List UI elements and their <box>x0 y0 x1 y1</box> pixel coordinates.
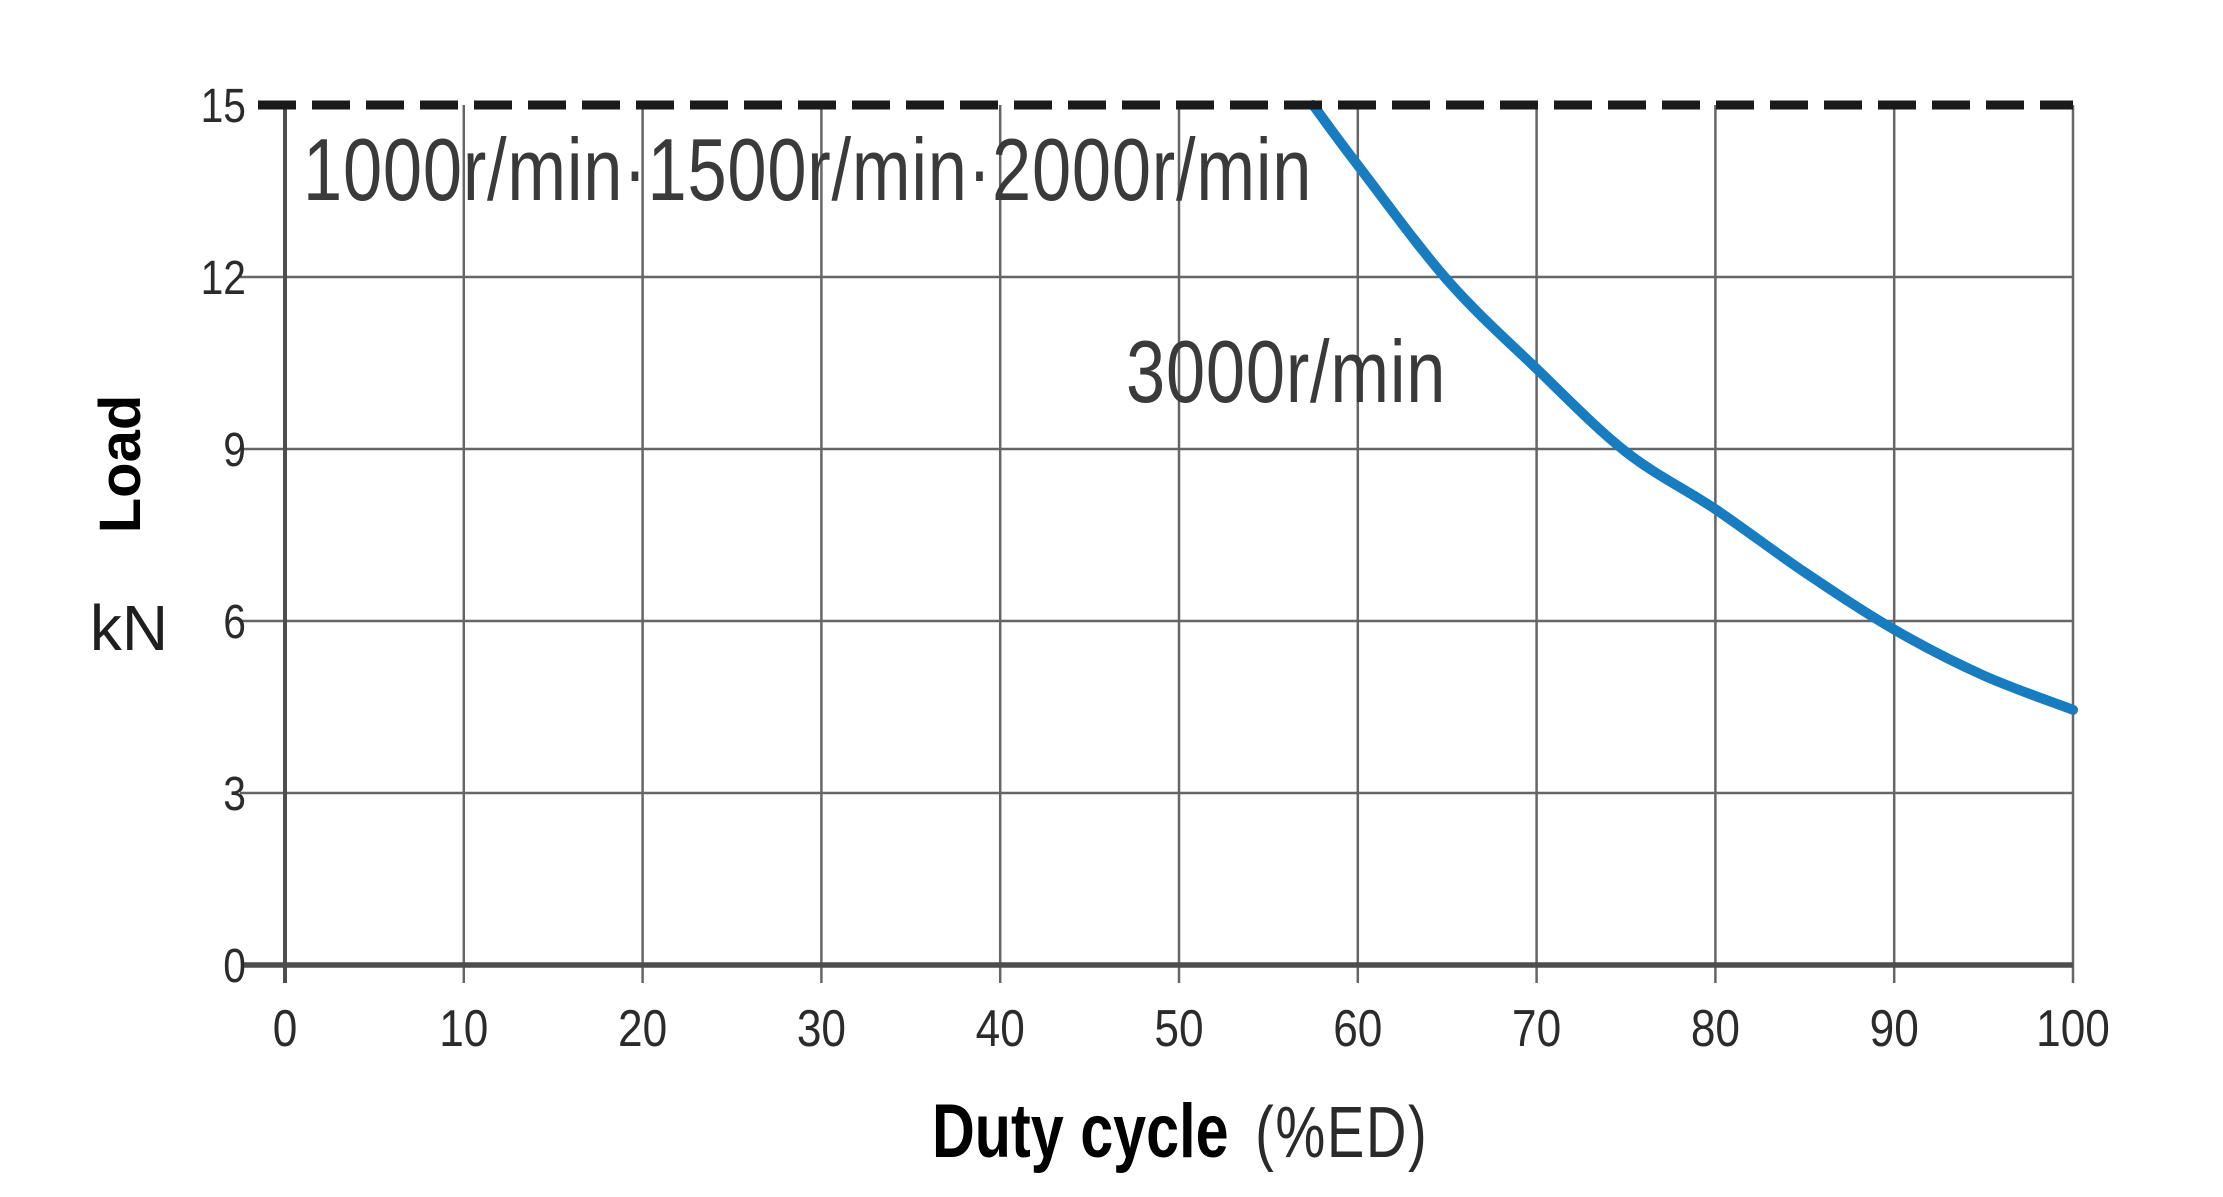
x-tick-label-100: 100 <box>2036 1000 2110 1058</box>
y-tick-label-9: 9 <box>223 424 246 477</box>
x-axis-unit-text: (%ED) <box>1255 1093 1429 1173</box>
x-tick-labels: 0 10 20 30 40 50 60 70 80 90 100 <box>273 1000 2110 1058</box>
curve-3000rmin <box>1308 100 2078 715</box>
y-tick-label-0: 0 <box>223 940 246 993</box>
x-axis-title: Duty cycle (%ED) <box>932 1094 1568 1170</box>
axes <box>243 105 2073 983</box>
annotation-3000rmin-text: 3000r/min <box>1126 322 1447 421</box>
x-tick-label-50: 50 <box>1154 1000 1203 1058</box>
y-tick-label-6: 6 <box>223 596 246 649</box>
x-tick-label-90: 90 <box>1870 1000 1919 1058</box>
x-tick-label-30: 30 <box>797 1000 846 1058</box>
x-tick-label-70: 70 <box>1512 1000 1561 1058</box>
x-tick-label-40: 40 <box>976 1000 1025 1058</box>
y-tick-label-3: 3 <box>223 768 246 821</box>
x-tick-label-20: 20 <box>618 1000 667 1058</box>
y-tick-label-15: 15 <box>201 80 246 133</box>
x-tick-label-80: 80 <box>1691 1000 1740 1058</box>
x-tick-label-10: 10 <box>439 1000 488 1058</box>
grid-horizontal-lines <box>240 275 2073 795</box>
annotation-3000rmin: 3000r/min <box>1126 328 1526 416</box>
x-tick-label-60: 60 <box>1333 1000 1382 1058</box>
y-tick-label-12: 12 <box>201 252 246 305</box>
grid-vertical-lines <box>462 105 2075 983</box>
x-axis-title-text: Duty cycle <box>932 1089 1229 1174</box>
annotation-low-speeds: 1000r/min·1500r/min·2000r/min <box>303 126 1565 214</box>
y-tick-labels: 0 3 6 9 12 15 <box>201 80 246 993</box>
y-axis-unit: kN <box>89 592 169 664</box>
x-tick-label-0: 0 <box>273 1000 298 1058</box>
y-axis-title: Load <box>88 394 153 534</box>
annotation-low-speeds-text: 1000r/min·1500r/min·2000r/min <box>303 120 1313 219</box>
